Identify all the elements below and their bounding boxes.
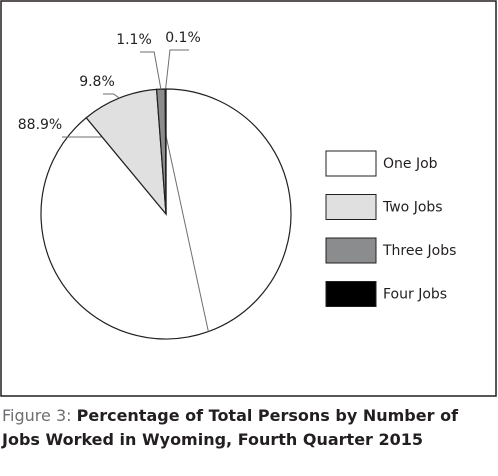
leader-line: [165, 49, 189, 90]
legend-swatch: [325, 194, 377, 220]
pie-slice: [85, 88, 167, 216]
figure-label: Figure 3:: [2, 406, 72, 425]
legend-label: Three Jobs: [382, 243, 456, 259]
legend-swatch: [325, 237, 377, 264]
chart: 88.9% 9.8% 1.1% 0.1% One Job Two Jobs Three Jo…: [0, 0, 497, 397]
leader-line: [103, 93, 120, 99]
data-label: 1.1%: [116, 32, 152, 48]
caption: Figure 3: Percentage of Total Persons by…: [2, 404, 496, 452]
legend-label: One Job: [383, 156, 438, 172]
pie-slice: [164, 88, 167, 215]
data-label: 0.1%: [165, 30, 201, 46]
legend-swatch: [325, 281, 377, 307]
chart-frame: [0, 0, 497, 397]
legend-swatch: [325, 150, 377, 177]
data-label: 88.9%: [18, 117, 62, 133]
legend-label: Four Jobs: [383, 287, 447, 303]
chart-title: Percentage of Total Persons by Number of…: [2, 406, 459, 449]
leader-line: [140, 51, 162, 90]
data-label: 9.8%: [79, 74, 115, 90]
legend-label: Two Jobs: [382, 200, 443, 216]
